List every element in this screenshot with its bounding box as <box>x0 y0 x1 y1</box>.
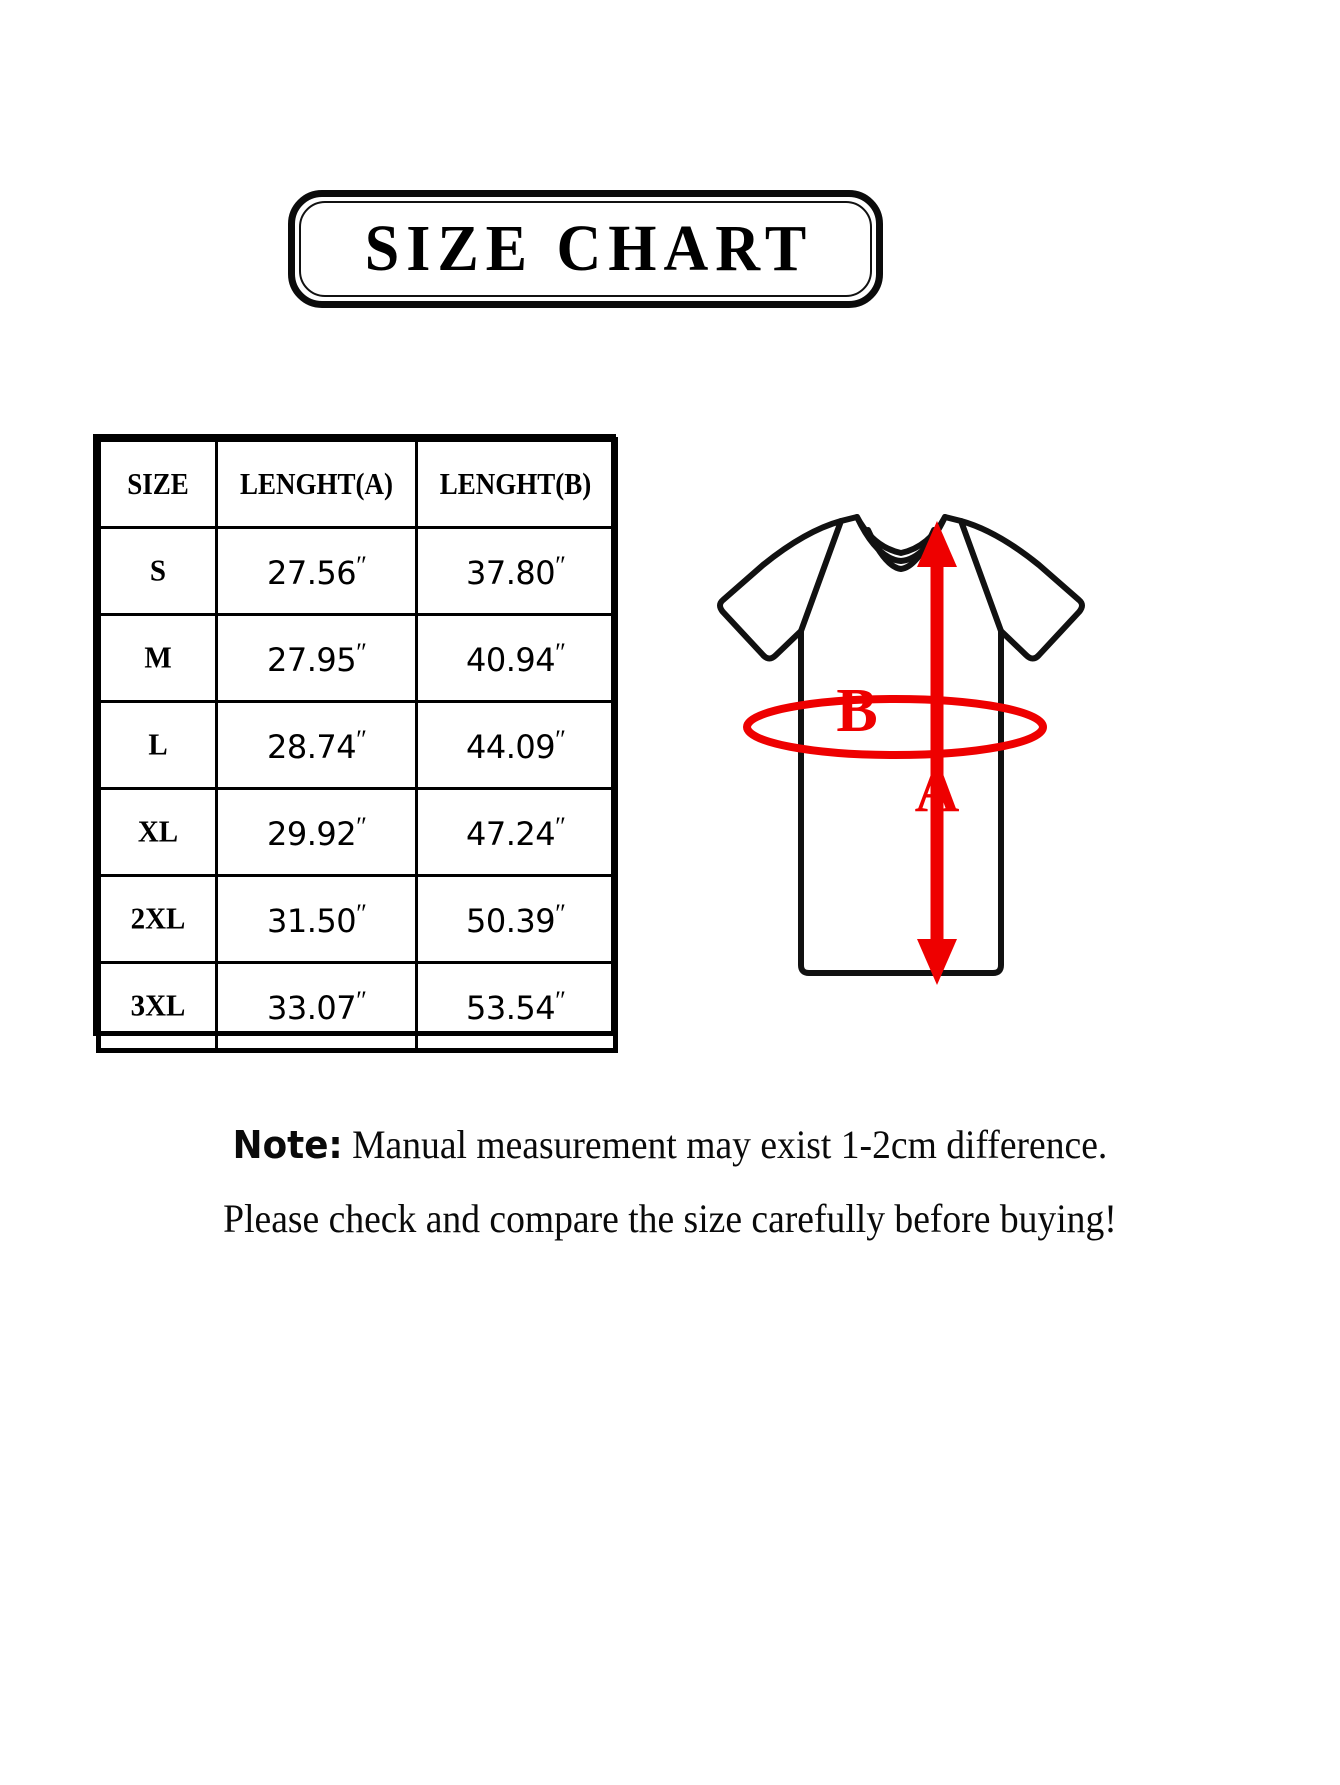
note-text-1: Manual measurement may exist 1-2cm diffe… <box>342 1122 1108 1167</box>
cell-size: XL <box>97 784 218 880</box>
measurement-label-a: A <box>915 757 960 825</box>
table-header-row: SIZE LENGHT(A) LENGHT(B) <box>97 432 617 535</box>
tshirt-measurement-diagram: B A <box>645 505 1095 995</box>
inch-symbol: ″ <box>555 811 566 841</box>
cell-length-a: 33.07″ <box>215 961 418 1052</box>
table-row: M 27.95″ 40.94″ <box>97 610 617 706</box>
cell-size: S <box>97 523 218 619</box>
cell-length-a: 31.50″ <box>215 874 418 964</box>
inch-symbol: ″ <box>356 550 367 580</box>
value-number: 50.39 <box>466 901 556 940</box>
cell-length-b: 44.09″ <box>415 700 617 790</box>
value-number: 27.95 <box>267 640 357 679</box>
note-label: Note: <box>232 1123 343 1167</box>
measurement-a-arrow-up <box>917 521 957 567</box>
inch-symbol: ″ <box>356 898 367 928</box>
page-title: SIZE CHART <box>364 212 814 286</box>
title-badge-inner-border: SIZE CHART <box>299 201 872 297</box>
value-number: 53.54 <box>466 988 556 1027</box>
inch-symbol: ″ <box>555 550 566 580</box>
cell-length-b: 47.24″ <box>415 787 617 877</box>
inch-symbol: ″ <box>356 724 367 754</box>
inch-symbol: ″ <box>555 724 566 754</box>
table-row: L 28.74″ 44.09″ <box>97 697 617 793</box>
cell-length-a: 29.92″ <box>215 787 418 877</box>
value-number: 31.50 <box>267 901 357 940</box>
value-number: 40.94 <box>466 640 556 679</box>
cell-length-a: 28.74″ <box>215 700 418 790</box>
title-badge-outer-border <box>288 190 883 308</box>
cell-size: 3XL <box>97 958 218 1055</box>
value-number: 47.24 <box>466 814 556 853</box>
value-number: 44.09 <box>466 727 556 766</box>
measurement-a-arrow-down <box>917 939 957 985</box>
tshirt-outline-icon <box>717 514 1085 976</box>
inch-symbol: ″ <box>356 985 367 1015</box>
inch-symbol: ″ <box>356 637 367 667</box>
measurement-b-ellipse <box>743 695 1047 759</box>
size-chart-title-badge: SIZE CHART <box>288 190 883 308</box>
measurement-markers <box>743 521 1047 985</box>
cell-length-b: 53.54″ <box>415 961 617 1052</box>
column-header-length-a: LENGHT(A) <box>215 432 418 535</box>
table-row: XL 29.92″ 47.24″ <box>97 784 617 880</box>
value-number: 28.74 <box>267 727 357 766</box>
cell-size: 2XL <box>97 871 218 967</box>
value-number: 29.92 <box>267 814 357 853</box>
size-chart-table-body: S 27.56″ 37.80″ M 27.95″ 40.94″ L 28.74″ 44.09″ X… <box>97 523 617 1055</box>
inch-symbol: ″ <box>555 637 566 667</box>
note-line-1: Note: Manual measurement may exist 1-2cm… <box>40 1108 1300 1182</box>
column-header-size: SIZE <box>97 432 218 535</box>
note-block: Note: Manual measurement may exist 1-2cm… <box>0 1108 1340 1256</box>
inch-symbol: ″ <box>555 898 566 928</box>
table-row: 2XL 31.50″ 50.39″ <box>97 871 617 967</box>
cell-length-b: 50.39″ <box>415 874 617 964</box>
inch-symbol: ″ <box>555 985 566 1015</box>
size-chart-table: SIZE LENGHT(A) LENGHT(B) S 27.56″ 37.80″ M 2… <box>96 432 618 1055</box>
cell-size: L <box>97 697 218 793</box>
value-number: 33.07 <box>267 988 357 1027</box>
value-number: 27.56 <box>267 553 357 592</box>
measurement-label-b: B <box>836 677 877 745</box>
inch-symbol: ″ <box>356 811 367 841</box>
column-header-length-b: LENGHT(B) <box>415 432 617 535</box>
value-number: 37.80 <box>466 553 556 592</box>
cell-length-a: 27.56″ <box>215 526 418 616</box>
note-line-2: Please check and compare the size carefu… <box>223 1196 1117 1241</box>
cell-length-b: 37.80″ <box>415 526 617 616</box>
cell-size: M <box>97 610 218 706</box>
cell-length-b: 40.94″ <box>415 613 617 703</box>
cell-length-a: 27.95″ <box>215 613 418 703</box>
table-row: 3XL 33.07″ 53.54″ <box>97 958 617 1055</box>
table-row: S 27.56″ 37.80″ <box>97 523 617 619</box>
